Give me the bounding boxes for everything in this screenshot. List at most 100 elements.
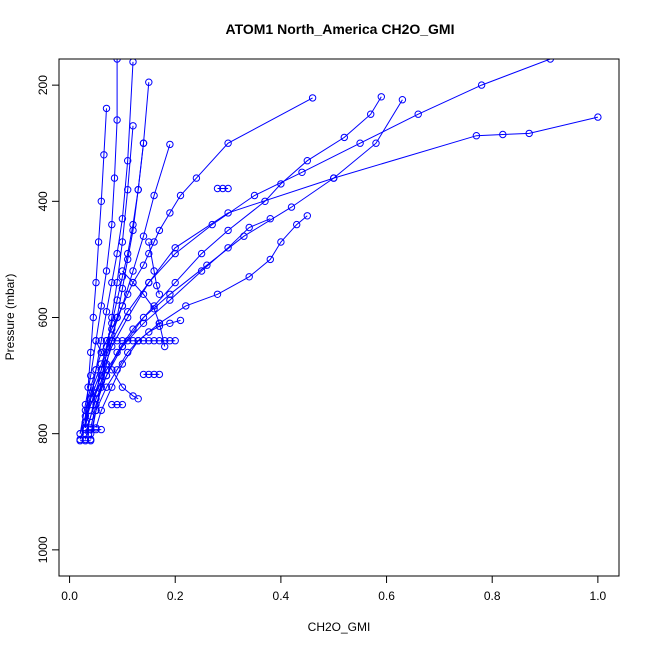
data-point — [81, 418, 90, 426]
data-point — [176, 191, 185, 200]
data-point — [124, 186, 132, 194]
series-4 — [81, 59, 554, 426]
data-point — [303, 212, 311, 220]
series-line — [79, 116, 599, 440]
data-point — [171, 337, 179, 345]
data-point — [367, 110, 375, 118]
data-point — [224, 139, 232, 147]
data-point — [161, 337, 169, 345]
series-21 — [213, 184, 232, 193]
series-18 — [139, 370, 164, 379]
series-line — [79, 218, 271, 434]
data-point — [155, 290, 164, 298]
series-line — [95, 340, 139, 400]
data-point — [150, 238, 158, 246]
data-point — [81, 425, 90, 434]
data-point — [118, 337, 127, 345]
data-point — [176, 316, 185, 325]
data-point — [477, 81, 486, 89]
data-point — [124, 313, 132, 322]
y-axis-label: Pressure (mbar) — [3, 274, 17, 361]
data-point — [139, 232, 148, 240]
data-point — [100, 151, 108, 159]
data-point — [81, 437, 90, 445]
data-point — [124, 157, 132, 165]
series-line — [122, 270, 166, 347]
data-point — [118, 267, 127, 275]
series-22 — [118, 267, 169, 351]
y-tick-label: 200 — [36, 75, 50, 95]
data-point — [129, 122, 137, 130]
data-point — [145, 278, 153, 287]
data-point — [92, 406, 100, 415]
series-line — [90, 82, 150, 434]
data-point — [377, 93, 385, 101]
data-point — [171, 244, 179, 252]
x-tick-label: 0.4 — [273, 589, 290, 603]
data-point — [102, 308, 111, 316]
data-point — [134, 395, 142, 403]
data-point — [108, 325, 116, 333]
y-tick-label: 400 — [36, 191, 50, 211]
data-point — [118, 383, 127, 391]
x-tick-label: 0.6 — [378, 589, 395, 603]
series-23 — [92, 337, 142, 403]
data-point — [118, 238, 127, 246]
chart-title: ATOM1 North_America CH2O_GMI — [226, 21, 455, 37]
data-point — [108, 220, 116, 229]
data-point — [277, 238, 285, 246]
data-point — [129, 337, 137, 345]
data-point — [182, 302, 190, 310]
data-point — [108, 331, 116, 339]
data-point — [224, 226, 232, 235]
data-point — [97, 302, 106, 310]
data-point — [87, 371, 95, 380]
data-point — [92, 278, 100, 287]
data-point — [97, 197, 106, 206]
data-point — [499, 130, 507, 139]
data-point — [139, 261, 148, 269]
data-point — [139, 370, 148, 379]
data-point — [139, 337, 148, 345]
data-point — [546, 59, 554, 63]
x-tick-label: 0.2 — [167, 589, 184, 603]
data-point — [87, 437, 95, 445]
data-point — [155, 226, 164, 235]
y-tick-label: 1000 — [36, 536, 50, 563]
data-point — [129, 59, 137, 66]
data-point — [330, 174, 338, 182]
data-point — [197, 249, 206, 258]
data-point — [150, 267, 158, 275]
data-point — [145, 238, 153, 246]
data-point — [97, 406, 106, 415]
data-point — [97, 348, 106, 357]
data-point — [87, 383, 95, 391]
data-point — [594, 113, 602, 121]
series-17 — [108, 400, 127, 409]
data-point — [113, 366, 121, 374]
data-point — [150, 305, 158, 313]
data-point — [102, 337, 111, 345]
series-1 — [81, 94, 317, 432]
data-point — [118, 342, 127, 351]
series-20 — [76, 437, 95, 445]
data-point — [155, 337, 164, 345]
y-axis: 200 400 600 800 1000 — [36, 75, 60, 563]
data-point — [166, 140, 174, 149]
series-14 — [81, 140, 174, 426]
data-point — [161, 342, 169, 351]
data-point — [108, 337, 116, 345]
data-point — [166, 337, 174, 345]
series-7 — [76, 215, 274, 438]
data-point — [414, 110, 422, 118]
data-point — [145, 249, 153, 258]
data-point — [250, 191, 259, 200]
data-point — [166, 296, 174, 304]
data-point — [97, 360, 106, 368]
data-point — [92, 425, 100, 434]
data-point — [166, 209, 174, 217]
data-point — [245, 223, 253, 232]
data-point — [153, 281, 161, 290]
data-point — [525, 129, 533, 138]
